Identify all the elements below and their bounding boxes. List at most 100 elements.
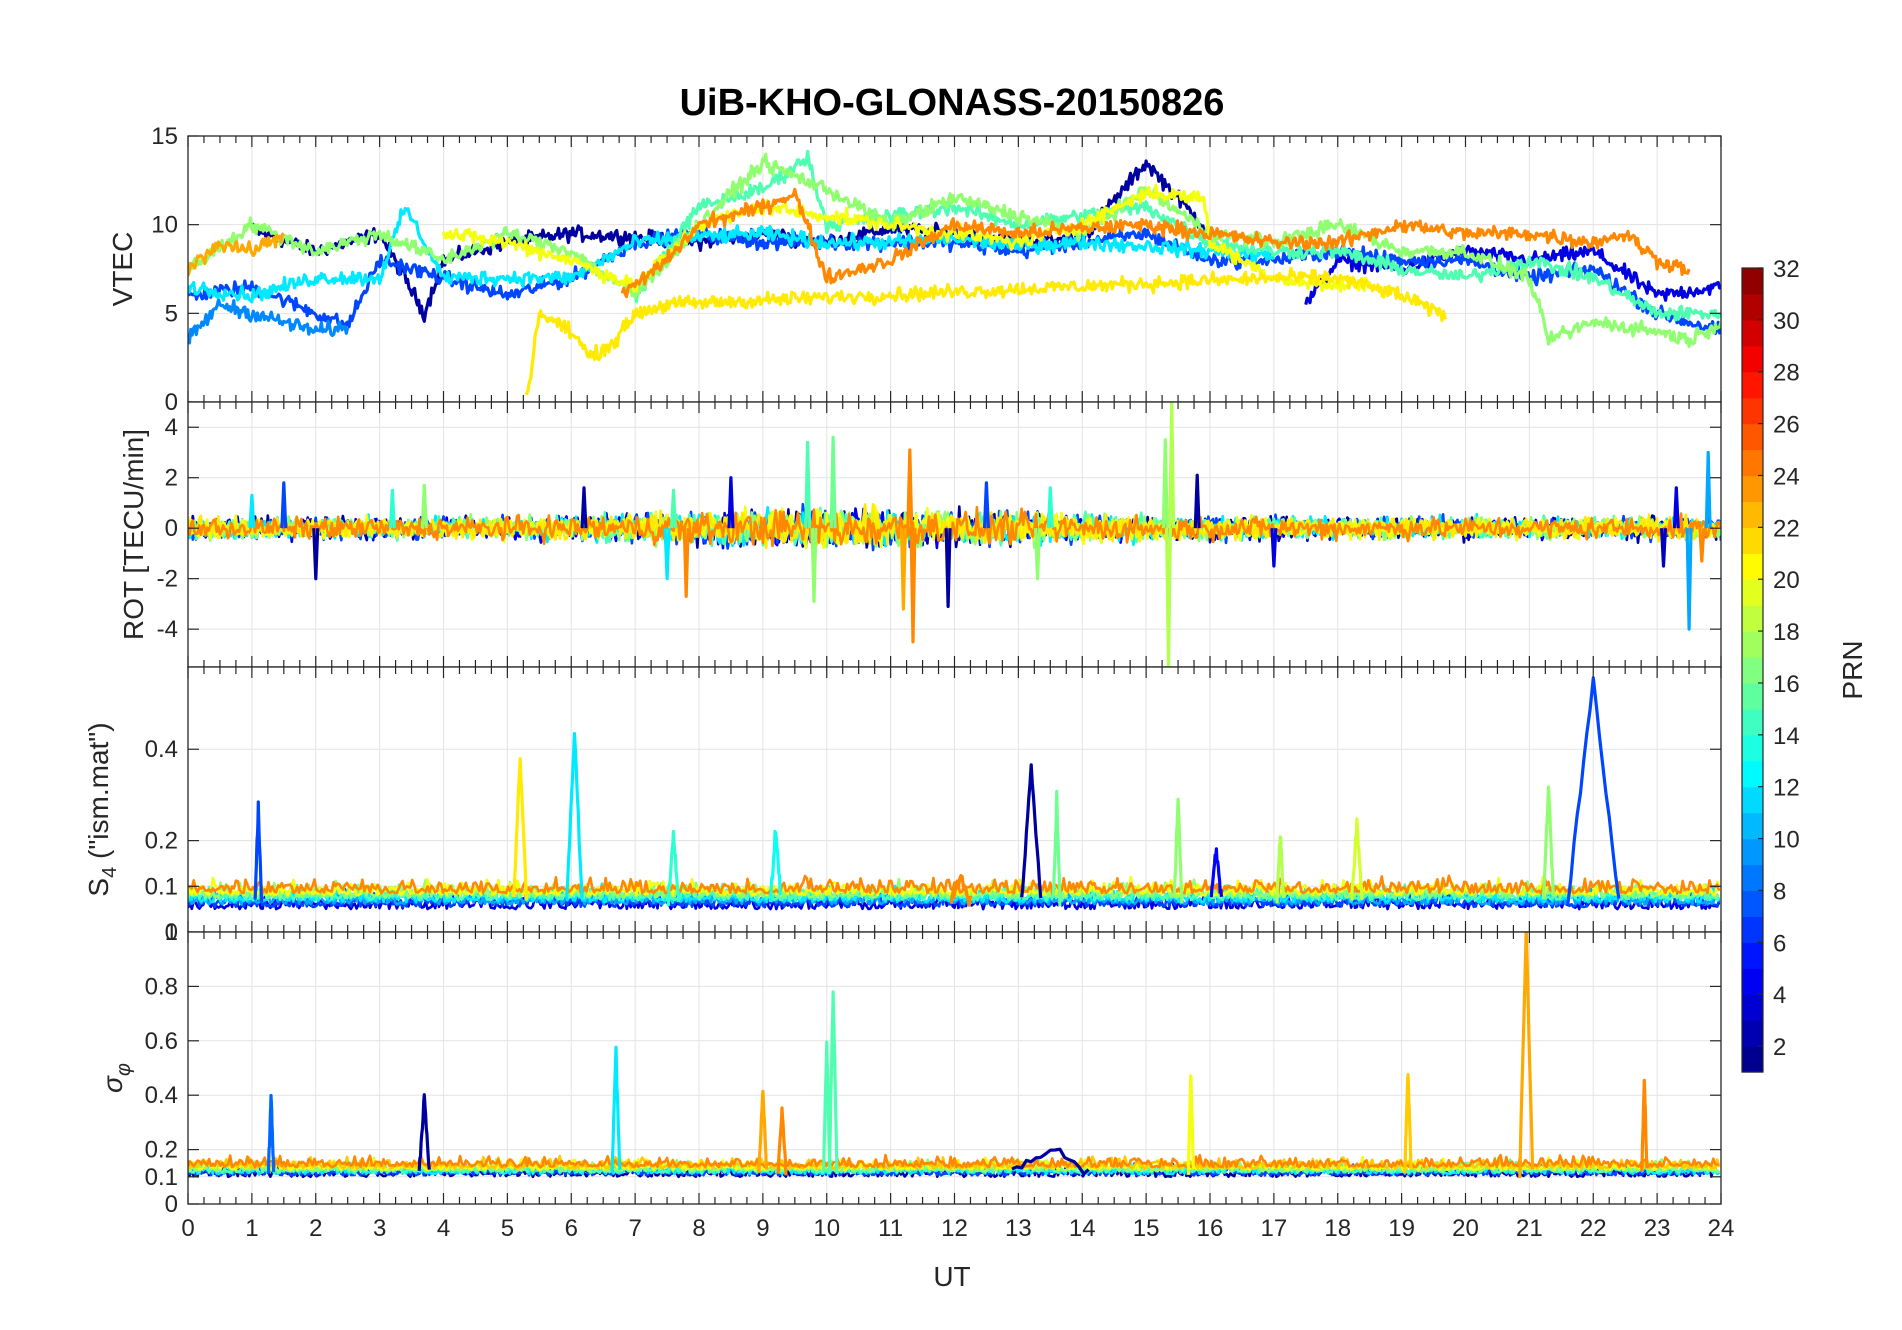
rot-spike-prn-17: [420, 483, 428, 529]
x-tick-label: 12: [941, 1215, 968, 1242]
panel-vtec: 0 5 10 15 VTEC: [107, 123, 1722, 416]
vtec-series-prn-9: [188, 298, 350, 345]
x-tick-label: 9: [756, 1215, 769, 1242]
sigma-peak-prn-2: [1011, 1147, 1090, 1176]
rot-spike-prn-17: [1034, 528, 1042, 581]
rot-spike-prn-17: [810, 528, 818, 604]
colorbar-tick-label: 8: [1773, 878, 1786, 905]
x-tick-label: 23: [1644, 1215, 1671, 1242]
data-series: [188, 149, 1721, 396]
colorbar-tick-label: 10: [1773, 827, 1800, 854]
y-tick-label: 0.4: [145, 1082, 178, 1109]
x-tick-label: 7: [628, 1215, 641, 1242]
y-tick-label: 5: [165, 300, 178, 327]
colorbar-segment: [1742, 397, 1763, 425]
s4-series-prn-24: [188, 874, 1721, 895]
vtec-series-prn-24: [620, 187, 1691, 299]
x-tick-label: 4: [437, 1215, 450, 1242]
colorbar-segment: [1742, 838, 1763, 866]
sigma-peak-prn-23: [757, 1089, 769, 1173]
colorbar-segment: [1742, 708, 1763, 736]
y-tick-label: 0: [165, 919, 178, 946]
rot-spike-prn-24: [909, 528, 917, 644]
rot-spike-prn-14: [1046, 486, 1054, 529]
sigma-peak-prn-23: [1518, 932, 1535, 1179]
colorbar-segment: [1742, 864, 1763, 892]
colorbar-segment: [1742, 605, 1763, 632]
sigma-peak-prn-12: [610, 1045, 622, 1171]
colorbar-segment: [1742, 1020, 1763, 1047]
colorbar-segment: [1742, 760, 1763, 788]
s4-peak-prn-19: [1350, 817, 1364, 901]
x-tick-label: 1: [245, 1215, 258, 1242]
x-tick-label: 8: [692, 1215, 705, 1242]
rot-spike-prn-24: [682, 528, 690, 598]
x-tick-label: 2: [309, 1215, 322, 1242]
colorbar-segment: [1742, 890, 1763, 917]
panel-rot: -4 -2 0 2 4 ROT [TECU/min]: [118, 401, 1722, 668]
ticks: [187, 135, 1722, 403]
x-tick-label: 15: [1133, 1215, 1160, 1242]
rot-spike-prn-7: [280, 481, 288, 529]
y-tick-label: 0.6: [145, 1028, 178, 1055]
colorbar-segment: [1742, 371, 1763, 399]
vtec-series-prn-17: [188, 152, 1721, 349]
vtec-series-prn-21: [524, 266, 1448, 396]
colorbar-label: PRN: [1837, 640, 1868, 699]
y-tick-label: 0.1: [145, 873, 178, 900]
colorbar-segment: [1742, 268, 1763, 295]
x-tick-label: 3: [373, 1215, 386, 1242]
s4-peak-prn-14: [666, 829, 681, 907]
x-tick-label: 14: [1069, 1215, 1096, 1242]
rot-spike-prn-14: [388, 488, 396, 529]
y-axis-label: ROT [TECU/min]: [118, 429, 149, 640]
chart-title: UiB-KHO-GLONASS-20150826: [680, 82, 1225, 124]
s4-peak-prn-24: [949, 873, 973, 907]
y-tick-label: 4: [165, 414, 178, 441]
s4-peak-prn-13: [768, 829, 783, 903]
data-series: [188, 402, 1721, 667]
colorbar-segment: [1742, 942, 1763, 969]
rot-spike-prn-23: [899, 528, 907, 611]
colorbar-segment: [1742, 734, 1763, 762]
colorbar-tick-label: 12: [1773, 775, 1800, 802]
colorbar-tick-label: 32: [1773, 256, 1800, 283]
sigma-peak-prn-22: [1403, 1073, 1413, 1174]
rot-spike-prn-15: [804, 440, 812, 529]
rot-spike-prn-4: [1270, 528, 1278, 568]
colorbar-tick-label: 28: [1773, 360, 1800, 387]
y-tick-label: 0.8: [145, 973, 178, 1000]
colorbar-tick-label: 20: [1773, 567, 1800, 594]
ticks: [187, 932, 1722, 1205]
y-tick-label: 0: [165, 515, 178, 542]
rot-spike-prn-12: [663, 528, 671, 581]
s4-peak-prn-7: [253, 800, 264, 903]
s4-series-prn-4: [188, 888, 1721, 911]
rot-spike-prn-17: [1161, 438, 1169, 529]
y-tick-label: 0.1: [145, 1164, 178, 1191]
rot-spike-prn-4: [1672, 486, 1680, 529]
ticks: [187, 667, 1722, 933]
x-tick-label: 0: [181, 1215, 194, 1242]
x-tick-label: 22: [1580, 1215, 1607, 1242]
s4-peak-prn-12: [565, 731, 584, 899]
colorbar-segment: [1742, 968, 1763, 995]
colorbar-segment: [1742, 527, 1763, 554]
colorbar-segment: [1742, 994, 1763, 1021]
colorbar-segment: [1742, 345, 1763, 373]
x-tick-label: 21: [1516, 1215, 1543, 1242]
s4-peak-prn-16: [1051, 789, 1062, 907]
colorbar-tick-label: 26: [1773, 412, 1800, 439]
rot-spike-prn-18: [1165, 528, 1172, 667]
x-tick-label: 6: [565, 1215, 578, 1242]
y-tick-label: -2: [157, 566, 178, 593]
vtec-series-prn-23: [188, 232, 285, 277]
colorbar-segment: [1742, 449, 1763, 477]
rot-spike-prn-2: [312, 528, 320, 581]
x-tick-label: 17: [1261, 1215, 1288, 1242]
s4-peak-prn-17: [1541, 785, 1556, 900]
sigma-peak-prn-24: [776, 1106, 788, 1176]
